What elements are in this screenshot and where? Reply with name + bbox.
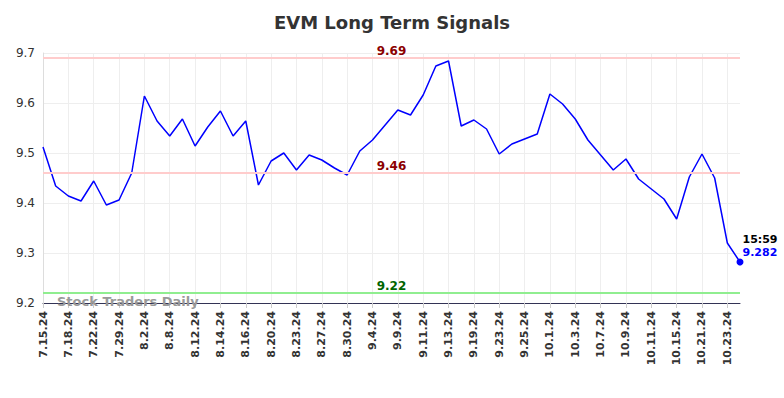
svg-text:10.23.24: 10.23.24 bbox=[721, 311, 734, 366]
svg-text:9.7: 9.7 bbox=[16, 46, 35, 60]
svg-text:EVM Long Term Signals: EVM Long Term Signals bbox=[274, 12, 510, 33]
svg-text:15:59: 15:59 bbox=[743, 233, 778, 246]
svg-text:10.7.24: 10.7.24 bbox=[594, 311, 607, 358]
svg-text:10.15.24: 10.15.24 bbox=[670, 311, 683, 366]
svg-text:9.11.24: 9.11.24 bbox=[417, 311, 430, 358]
svg-text:10.21.24: 10.21.24 bbox=[695, 311, 708, 366]
svg-text:8.8.24: 8.8.24 bbox=[163, 311, 176, 350]
svg-text:10.11.24: 10.11.24 bbox=[645, 311, 658, 366]
svg-text:9.282: 9.282 bbox=[743, 246, 778, 259]
svg-text:8.30.24: 8.30.24 bbox=[341, 311, 354, 358]
svg-text:9.19.24: 9.19.24 bbox=[467, 311, 480, 358]
svg-text:8.12.24: 8.12.24 bbox=[189, 311, 202, 358]
svg-text:Stock Traders Daily: Stock Traders Daily bbox=[57, 294, 199, 309]
svg-text:9.46: 9.46 bbox=[377, 159, 407, 173]
svg-text:9.4.24: 9.4.24 bbox=[366, 311, 379, 350]
svg-text:10.9.24: 10.9.24 bbox=[619, 311, 632, 358]
svg-text:9.13.24: 9.13.24 bbox=[442, 311, 455, 358]
svg-text:9.3: 9.3 bbox=[16, 246, 35, 260]
svg-text:9.2: 9.2 bbox=[16, 296, 35, 310]
svg-text:10.3.24: 10.3.24 bbox=[569, 311, 582, 358]
svg-text:8.2.24: 8.2.24 bbox=[138, 311, 151, 350]
svg-text:8.27.24: 8.27.24 bbox=[315, 311, 328, 358]
svg-text:9.5: 9.5 bbox=[16, 146, 35, 160]
svg-text:7.15.24: 7.15.24 bbox=[37, 311, 50, 358]
svg-text:7.18.24: 7.18.24 bbox=[62, 311, 75, 358]
svg-text:9.69: 9.69 bbox=[377, 44, 407, 58]
svg-text:8.23.24: 8.23.24 bbox=[290, 311, 303, 358]
svg-text:8.14.24: 8.14.24 bbox=[214, 311, 227, 358]
svg-text:9.25.24: 9.25.24 bbox=[518, 311, 531, 358]
svg-text:9.4: 9.4 bbox=[16, 196, 35, 210]
svg-text:9.23.24: 9.23.24 bbox=[493, 311, 506, 358]
svg-text:7.29.24: 7.29.24 bbox=[113, 311, 126, 358]
svg-text:8.20.24: 8.20.24 bbox=[265, 311, 278, 358]
svg-text:9.22: 9.22 bbox=[377, 279, 407, 293]
svg-text:9.6: 9.6 bbox=[16, 96, 35, 110]
svg-text:8.16.24: 8.16.24 bbox=[239, 311, 252, 358]
svg-text:10.1.24: 10.1.24 bbox=[543, 311, 556, 358]
svg-text:9.9.24: 9.9.24 bbox=[391, 311, 404, 350]
svg-text:7.22.24: 7.22.24 bbox=[87, 311, 100, 358]
